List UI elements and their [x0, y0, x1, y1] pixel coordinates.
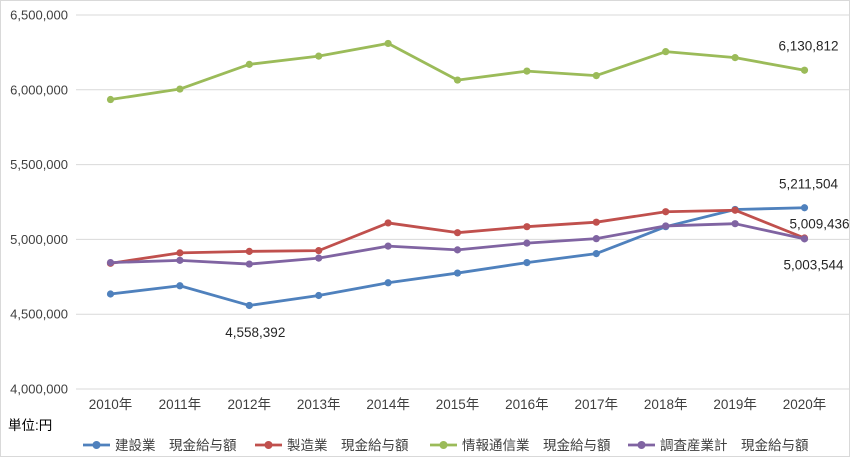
- series-marker-1: [453, 229, 462, 237]
- series-marker-1: [731, 206, 739, 214]
- legend-swatch-marker-2: [439, 441, 448, 449]
- series-marker-2: [662, 48, 670, 56]
- series-marker-0: [384, 279, 392, 287]
- legend-item-label-2: 情報通信業 現金給与額: [462, 438, 611, 453]
- data-label: 5,211,504: [779, 176, 839, 191]
- series-marker-3: [384, 242, 392, 250]
- y-axis-tick-label: 6,000,000: [10, 82, 68, 97]
- series-marker-1: [384, 219, 392, 227]
- series-line-2: [109, 42, 806, 101]
- series-marker-1: [245, 247, 253, 255]
- series-marker-2: [731, 54, 739, 62]
- legend-swatch-marker-3: [637, 441, 646, 449]
- x-axis-tick-label: 2019年: [713, 397, 757, 412]
- y-axis-tick-label: 5,000,000: [10, 232, 68, 247]
- series-marker-3: [245, 260, 253, 268]
- legend-item-label-0: 建設業 現金給与額: [115, 438, 237, 453]
- y-axis-tick-label: 4,000,000: [10, 382, 68, 397]
- series-marker-2: [106, 95, 115, 104]
- series-marker-2: [384, 39, 392, 48]
- series-line-0: [109, 206, 806, 307]
- x-axis-tick-label: 2012年: [228, 397, 272, 412]
- unit-label: 単位:円: [8, 418, 53, 433]
- series-marker-1: [523, 223, 531, 231]
- legend-item-label-3: 調査産業計 現金給与額: [660, 438, 809, 453]
- series-marker-2: [453, 76, 462, 84]
- series-marker-3: [662, 222, 670, 230]
- x-axis-tick-label: 2016年: [505, 397, 549, 412]
- legend-swatch-marker-0: [92, 441, 101, 449]
- series-marker-0: [315, 291, 323, 300]
- series-marker-3: [453, 246, 462, 254]
- series-marker-2: [800, 66, 809, 74]
- data-label: 5,003,544: [783, 257, 844, 272]
- series-marker-2: [315, 52, 323, 60]
- data-label: 6,130,812: [778, 39, 838, 54]
- series-marker-3: [592, 235, 600, 243]
- legend-item-label-1: 製造業 現金給与額: [287, 438, 409, 453]
- x-axis-tick-label: 2014年: [366, 397, 410, 412]
- y-axis-tick-label: 5,500,000: [10, 157, 68, 172]
- x-axis-tick-label: 2018年: [644, 397, 688, 412]
- y-axis-tick-label: 6,500,000: [10, 8, 68, 23]
- x-axis-tick-label: 2011年: [159, 397, 202, 412]
- series-marker-2: [176, 85, 184, 93]
- series-marker-3: [731, 220, 739, 228]
- series-marker-1: [662, 208, 670, 216]
- series-marker-2: [592, 71, 600, 80]
- series-marker-2: [245, 60, 253, 68]
- series-marker-3: [106, 258, 115, 267]
- series-marker-0: [106, 290, 115, 298]
- series-marker-3: [315, 254, 323, 262]
- series-marker-0: [592, 250, 600, 258]
- series-marker-0: [523, 258, 531, 267]
- x-axis-tick-label: 2020年: [783, 397, 827, 412]
- series-marker-1: [176, 249, 184, 257]
- series-marker-3: [523, 239, 531, 247]
- series-marker-3: [800, 235, 809, 243]
- x-axis-tick-label: 2015年: [436, 397, 480, 412]
- series-marker-0: [176, 282, 184, 290]
- series-marker-0: [453, 269, 462, 277]
- data-label: 5,009,436: [789, 216, 849, 231]
- series-marker-0: [245, 301, 253, 310]
- series-marker-1: [315, 247, 323, 255]
- series-marker-1: [592, 218, 600, 226]
- series-marker-0: [800, 204, 809, 212]
- series-marker-3: [176, 256, 184, 264]
- y-axis-tick-label: 4,500,000: [10, 307, 68, 322]
- x-axis-tick-label: 2017年: [575, 397, 619, 412]
- x-axis-tick-label: 2013年: [297, 397, 341, 412]
- x-axis-tick-label: 2010年: [89, 397, 133, 412]
- legend-swatch-marker-1: [264, 441, 273, 449]
- series-marker-2: [523, 67, 531, 75]
- data-label: 4,558,392: [225, 325, 285, 340]
